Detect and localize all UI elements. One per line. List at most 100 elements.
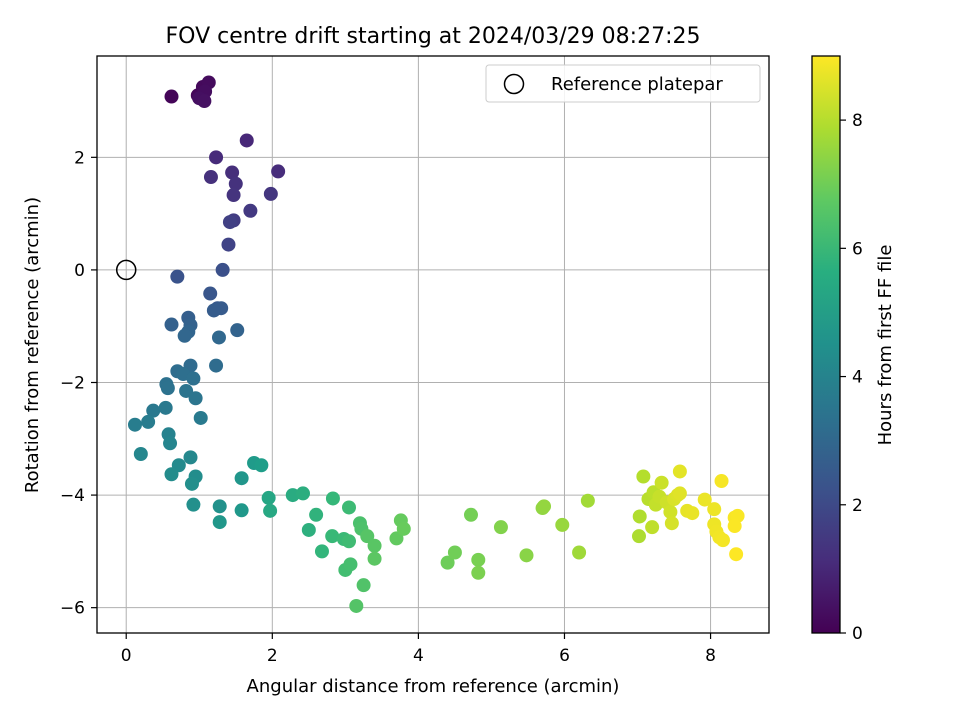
data-points (127, 75, 745, 613)
data-point (211, 330, 226, 345)
data-point (225, 165, 240, 180)
data-point (215, 262, 230, 277)
data-point (697, 492, 712, 507)
x-axis-ticks: 0 2 4 6 8 (121, 633, 716, 666)
data-point (367, 551, 382, 566)
data-point (234, 503, 249, 518)
colorbar-tick-label: 8 (852, 111, 863, 131)
legend-marker (503, 73, 525, 95)
data-point (580, 493, 595, 508)
y-axis-ticks: −6 −4 −2 0 2 (60, 148, 97, 619)
legend-entry-reference-platepar: Reference platepar (551, 74, 723, 95)
data-point (179, 383, 194, 398)
data-point (493, 520, 508, 535)
data-point (519, 548, 534, 563)
data-point (230, 323, 245, 338)
y-tick-label: −6 (60, 599, 85, 619)
data-point (209, 150, 224, 165)
data-point (727, 519, 742, 534)
data-point (360, 529, 375, 544)
data-point (440, 555, 455, 570)
data-point (146, 403, 161, 418)
reference-platepar-marker (115, 259, 137, 281)
data-point (555, 517, 570, 532)
data-point (631, 529, 646, 544)
y-tick-label: −2 (60, 373, 85, 393)
x-tick-label: 2 (267, 646, 278, 666)
data-point (715, 533, 730, 548)
data-point (301, 522, 316, 537)
colorbar-tick-label: 4 (852, 368, 863, 388)
data-point (463, 507, 478, 522)
data-point (197, 94, 212, 109)
data-point (632, 509, 647, 524)
data-point (654, 475, 669, 490)
data-point (254, 458, 269, 473)
data-point (309, 507, 324, 522)
data-point (203, 286, 218, 301)
data-point (714, 474, 729, 489)
data-point (471, 552, 486, 567)
data-point (226, 188, 241, 203)
data-point (170, 269, 185, 284)
colorbar-ticks: 0 2 4 6 8 (840, 111, 863, 644)
data-point (193, 410, 208, 425)
x-tick-label: 4 (413, 646, 424, 666)
data-point (158, 400, 173, 415)
y-axis-label: Rotation from reference (arcmin) (22, 197, 43, 493)
data-point (271, 164, 286, 179)
x-tick-label: 6 (559, 646, 570, 666)
colorbar-tick-label: 0 (852, 624, 863, 644)
data-point (212, 499, 227, 514)
data-point (206, 303, 221, 318)
data-point (342, 500, 356, 515)
data-point (228, 176, 243, 191)
data-point (177, 328, 192, 343)
data-point (212, 515, 227, 530)
plot-frame (96, 55, 770, 634)
y-tick-label: 0 (74, 261, 85, 281)
data-point (389, 531, 404, 546)
data-point (184, 476, 199, 491)
data-point (664, 516, 679, 531)
data-point (164, 317, 179, 332)
data-point (349, 598, 364, 613)
data-point (263, 186, 278, 201)
data-point (186, 371, 201, 386)
data-point (636, 469, 651, 484)
colorbar-label: Hours from first FF file (875, 245, 896, 446)
data-point (672, 464, 687, 479)
data-point (729, 547, 744, 562)
data-point (343, 557, 358, 572)
data-point (537, 499, 552, 514)
x-tick-label: 0 (121, 646, 132, 666)
data-point (221, 237, 236, 252)
data-point (645, 520, 660, 535)
colorbar-tick-label: 2 (852, 496, 863, 516)
data-point (295, 486, 310, 501)
data-point (367, 538, 382, 553)
data-point (314, 544, 329, 559)
legend: Reference platepar (485, 64, 761, 103)
colorbar-gradient (811, 55, 841, 634)
data-point (188, 391, 203, 406)
data-point (239, 133, 254, 148)
data-point (263, 503, 278, 518)
data-point (672, 486, 687, 501)
data-point (707, 502, 722, 517)
data-point (222, 215, 237, 230)
data-point (325, 529, 340, 544)
data-point (160, 381, 175, 396)
data-point (325, 491, 340, 506)
colorbar-tick-label: 6 (852, 239, 863, 259)
data-point (685, 506, 700, 521)
data-point (572, 545, 587, 560)
y-tick-label: 2 (74, 148, 85, 168)
x-axis-label: Angular distance from reference (arcmin) (247, 676, 620, 697)
data-point (447, 545, 462, 560)
data-point (163, 436, 178, 451)
data-point (396, 521, 411, 536)
colorbar: 0 2 4 6 8 Hours from first FF file (811, 55, 896, 644)
data-point (203, 170, 218, 185)
